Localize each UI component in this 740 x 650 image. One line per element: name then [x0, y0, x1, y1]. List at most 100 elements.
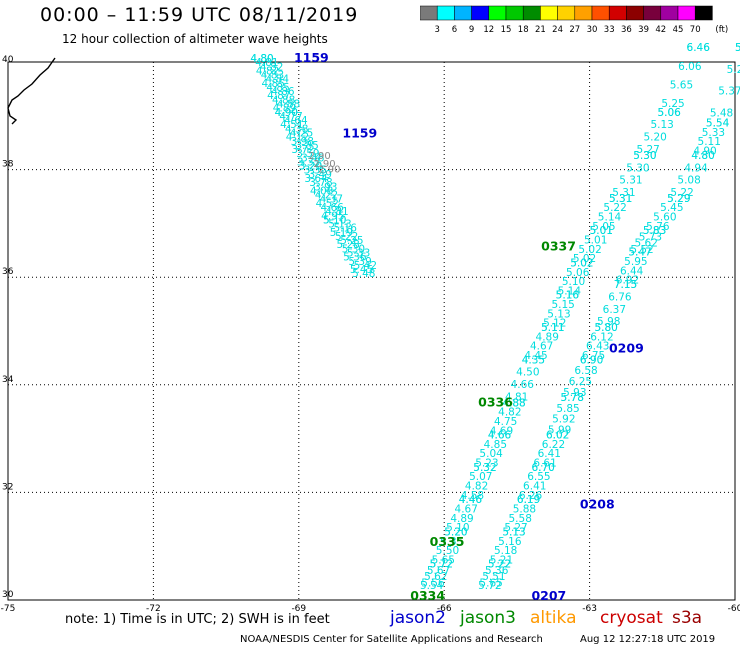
swh-label: 4.75	[494, 416, 517, 428]
swh-point: 5.48	[352, 268, 375, 280]
time-label: 0337	[541, 238, 576, 253]
swh-label: 4.82	[465, 481, 488, 493]
swh-label: 3.64	[304, 173, 328, 185]
swh-low-label: 2.90	[308, 151, 330, 162]
swh-label: 4.80	[691, 150, 714, 162]
colorbar-tick-label: 30	[587, 25, 598, 35]
swh-label: 5.10	[562, 276, 585, 288]
swh-point: 5.13	[735, 42, 740, 54]
swh-point: 5.13	[502, 526, 525, 538]
swh-point: 5.47	[628, 247, 651, 259]
swh-label: 3.72	[291, 144, 314, 156]
colorbar-tick-label: 3	[434, 25, 439, 35]
swh-label: 4.90	[275, 107, 298, 119]
swh-point: 3.20	[299, 161, 322, 173]
swh-label: 5.11	[541, 322, 564, 334]
swh-label: 5.51	[482, 571, 505, 583]
swh-label: 4.89	[273, 103, 296, 115]
y-tick-label: 34	[2, 375, 14, 385]
swh-label: 5.30	[342, 243, 365, 255]
swh-label: 4.90	[693, 145, 716, 157]
swh-label: 4.58	[461, 490, 484, 502]
swh-label: 3.20	[299, 161, 322, 173]
swh-label: 4.46	[459, 494, 483, 506]
swh-label: 6.70	[531, 462, 554, 474]
swh-label: 5.02	[573, 253, 596, 265]
swh-label: 4.35	[522, 354, 545, 366]
chart-subtitle: 12 hour collection of altimeter wave hei…	[62, 32, 328, 46]
swh-label: 5.32	[473, 462, 496, 474]
legend-cryosat: cryosat	[600, 608, 663, 628]
time-label: 0336	[478, 394, 513, 409]
colorbar-tick-label: 9	[469, 25, 474, 35]
swh-label: 4.84	[266, 74, 290, 86]
swh-label: 6.41	[538, 448, 561, 460]
swh-label: 5.37	[718, 86, 740, 98]
swh-label: 3.49	[309, 169, 332, 181]
swh-label: 4.69	[490, 425, 513, 437]
legend-altika: altika	[530, 608, 577, 628]
swh-label: 4.64	[284, 115, 308, 127]
swh-label: 5.05	[592, 221, 615, 233]
swh-label: 4.77	[279, 111, 302, 123]
swh-point: 4.88	[502, 397, 525, 409]
swh-point: 5.29	[667, 193, 690, 205]
swh-label: 5.06	[657, 107, 681, 119]
swh-label: 5.42	[354, 260, 377, 272]
time-label: 0209	[609, 341, 644, 356]
swh-point: 5.30	[633, 150, 656, 162]
swh-label: 5.13	[502, 526, 525, 538]
swh-label: 5.62	[424, 571, 447, 583]
swh-label: 4.38	[285, 123, 308, 135]
colorbar-tick-label: 6	[452, 25, 457, 35]
time-label: 1159	[342, 125, 377, 140]
colorbar-tick-label: 12	[483, 25, 494, 35]
swh-label: 3.98	[291, 136, 314, 148]
swh-point: 6.90	[580, 354, 603, 366]
time-label: 0207	[531, 588, 566, 603]
swh-label: 4.51	[280, 119, 303, 131]
colorbar-tick-label: 42	[655, 25, 666, 35]
time-label: 0335	[430, 534, 465, 549]
swh-point: 6.46	[687, 42, 711, 54]
track-jason2: 4.804.814.824.824.834.844.854.854.864.87…	[250, 53, 377, 280]
swh-point: 5.31	[609, 193, 632, 205]
swh-label: 5.62	[635, 238, 658, 250]
swh-point: 4.80	[691, 150, 714, 162]
swh-label: 4.85	[262, 78, 285, 90]
swh-label: 5.13	[328, 219, 351, 231]
swh-label: 4.88	[502, 397, 525, 409]
swh-label: 5.14	[558, 285, 582, 297]
swh-label: 5.78	[561, 392, 584, 404]
colorbar-tick-label: 70	[690, 25, 701, 35]
swh-label: 6.92	[616, 275, 639, 287]
swh-point: 6.02	[546, 430, 569, 442]
swh-label: 4.88	[277, 99, 300, 111]
swh-label: 5.72	[430, 559, 453, 571]
swh-label: 5.60	[653, 212, 676, 224]
x-tick-label: -60	[728, 604, 740, 614]
swh-label: 4.08	[310, 185, 333, 197]
swh-label: 4.94	[684, 162, 708, 174]
swh-label: 5.27	[636, 144, 659, 156]
swh-label: 5.52	[630, 244, 653, 256]
swh-label: 4.66	[320, 202, 344, 214]
swh-label: 5.48	[710, 107, 733, 119]
swh-label: 4.81	[325, 206, 348, 218]
swh-label: 4.45	[524, 350, 547, 362]
plot-frame	[7, 61, 736, 601]
swh-label: 5.80	[594, 322, 617, 334]
swh-label: 5.30	[626, 162, 649, 174]
swh-label: 5.22	[670, 187, 693, 199]
swh-label: 4.12	[286, 132, 309, 144]
swh-label: 5.28	[336, 239, 359, 251]
swh-point: 5.72	[430, 559, 453, 571]
time-label: 0208	[580, 497, 615, 512]
swh-label: 5.98	[597, 316, 620, 328]
swh-point: 5.78	[561, 392, 584, 404]
swh-label: 4.83	[261, 70, 284, 82]
swh-label: 6.19	[517, 494, 540, 506]
swh-label: 5.21	[490, 554, 513, 566]
swh-point: 5.83	[643, 225, 666, 237]
swh-label: 5.08	[677, 175, 700, 187]
